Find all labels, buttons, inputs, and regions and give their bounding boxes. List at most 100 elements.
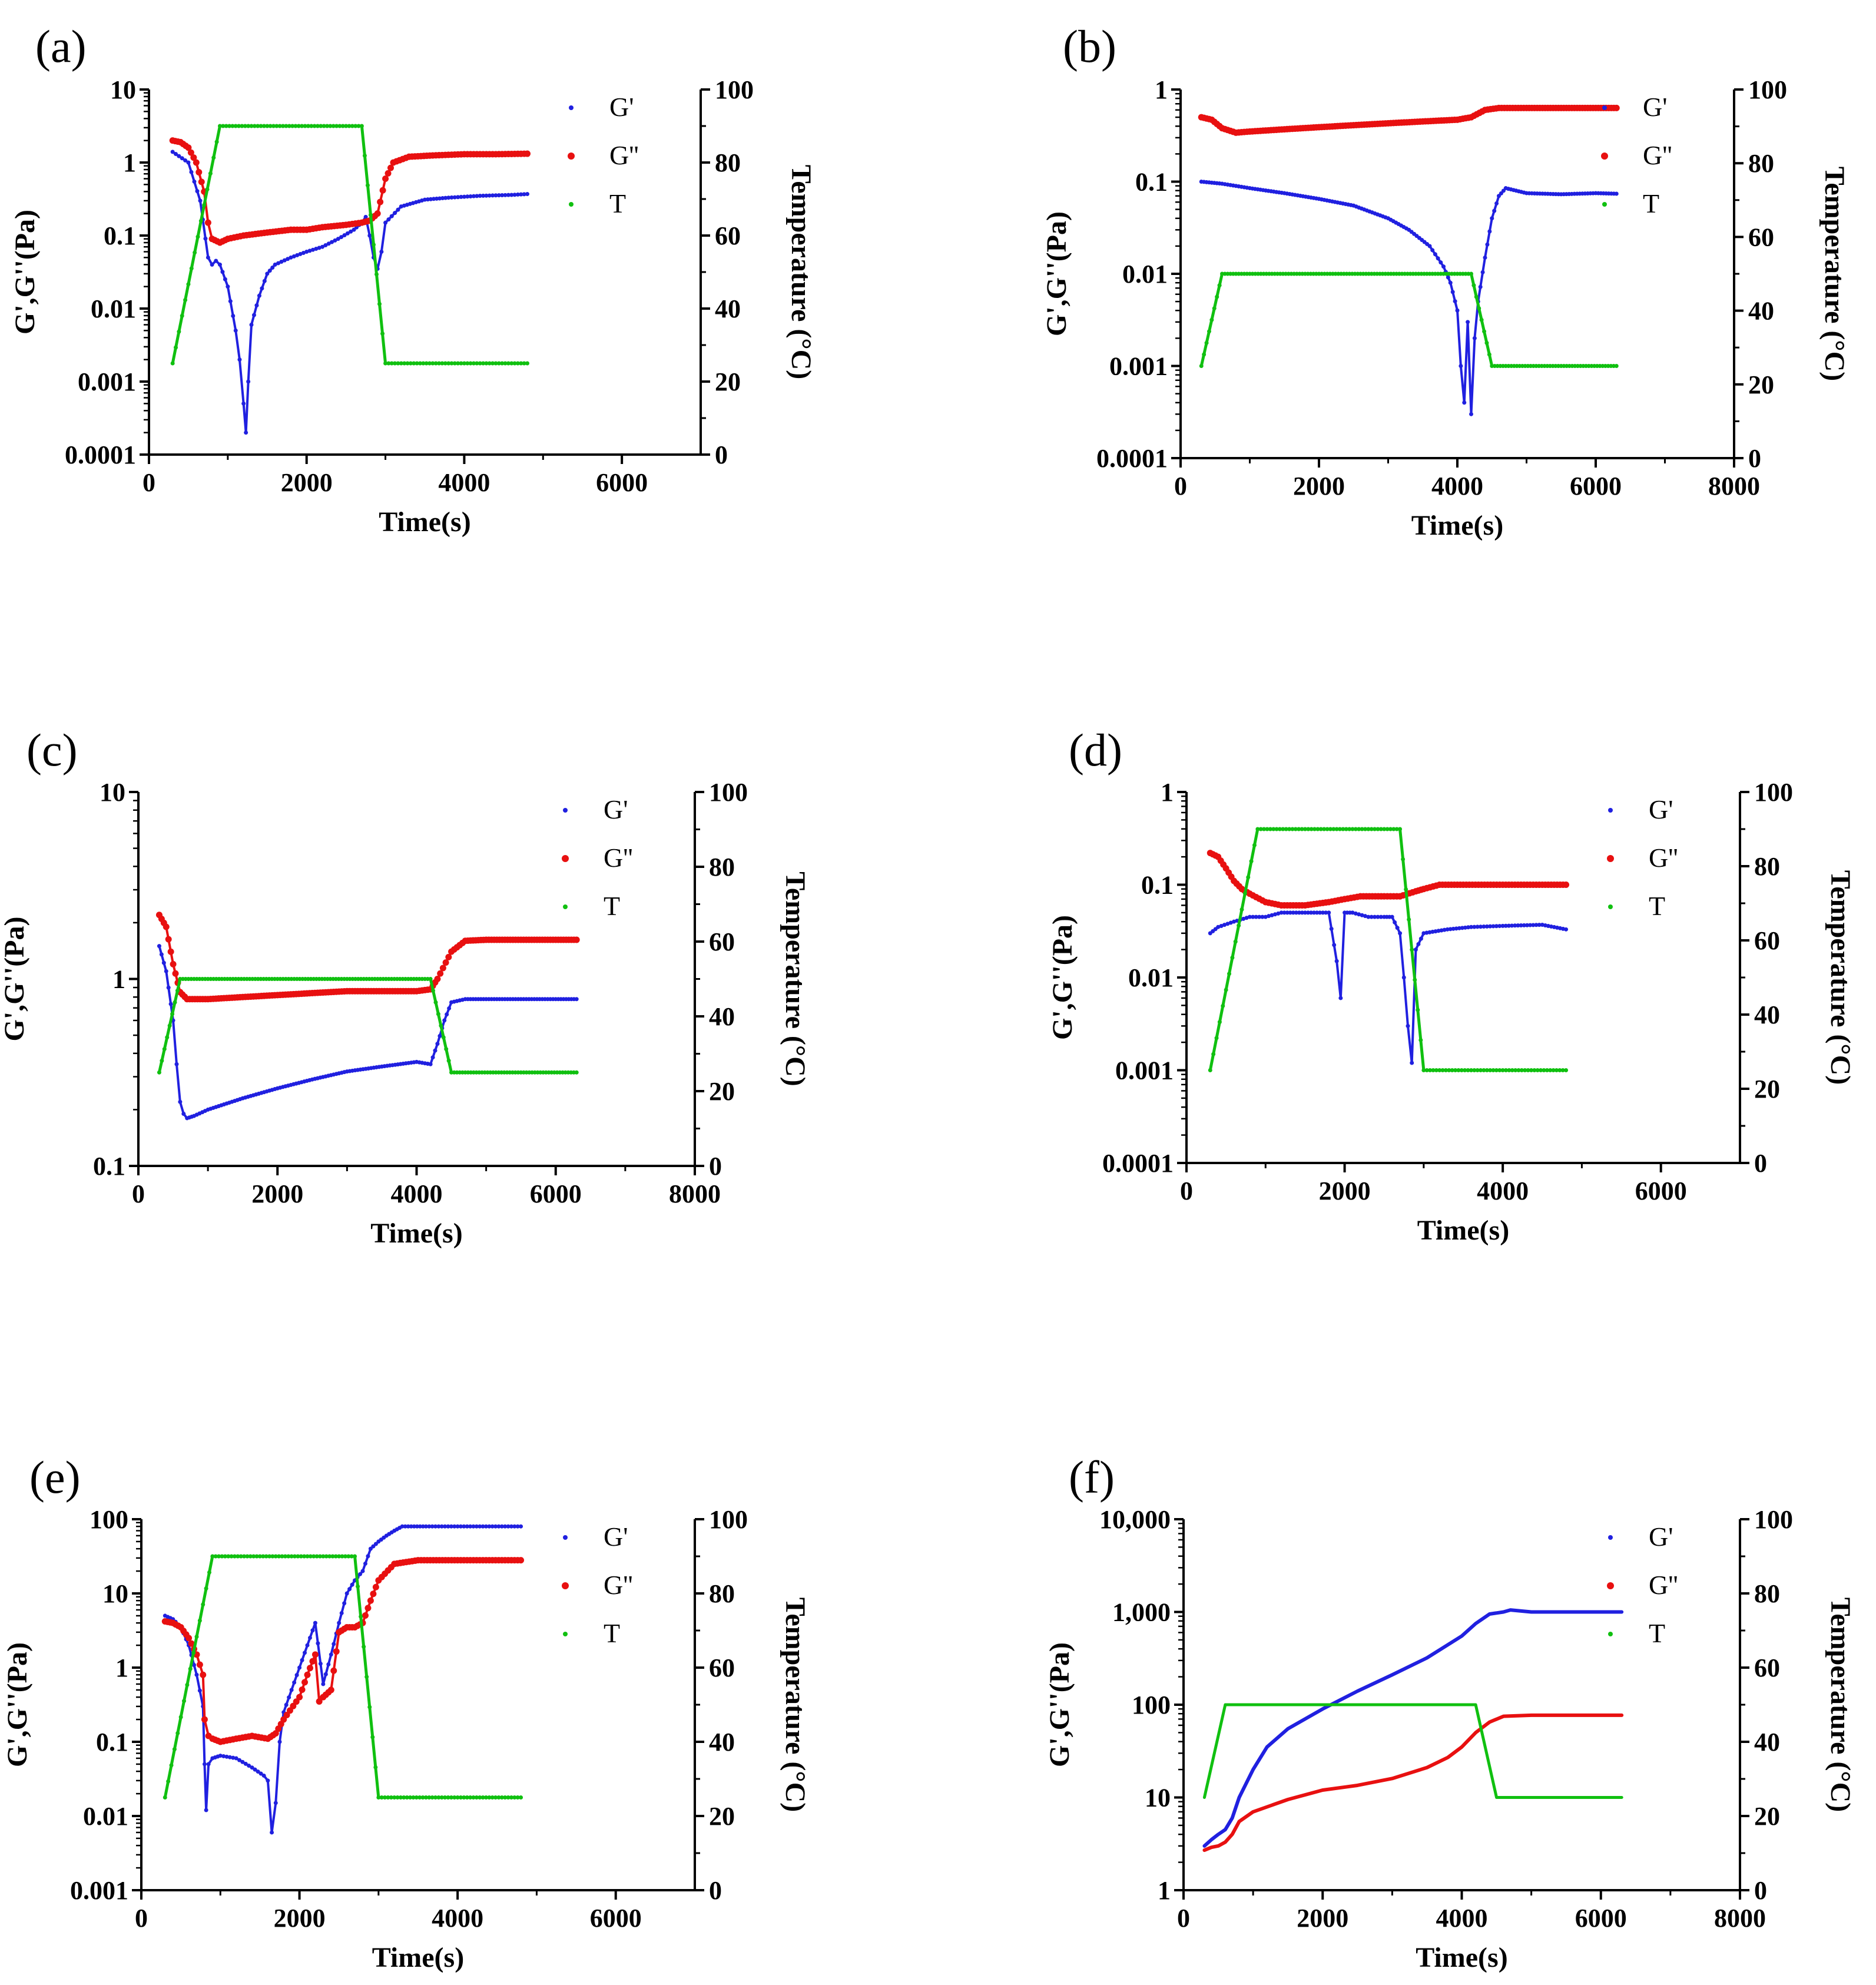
series-gp-point (189, 170, 194, 174)
series-gp-point (428, 1062, 433, 1066)
series-t-point (433, 361, 438, 366)
series-t-point (1287, 827, 1292, 831)
series-t-point (1350, 827, 1355, 831)
series-gp-point (1494, 924, 1499, 929)
series-t-point (1293, 827, 1298, 831)
series-t-point (376, 1795, 381, 1800)
series-t-point (356, 124, 361, 128)
series-t-point (245, 1554, 250, 1559)
y-tick-label: 10 (1145, 1784, 1171, 1812)
y2-tick-label: 20 (715, 367, 741, 396)
series-gp-point (471, 194, 476, 198)
x-tick-label: 8000 (669, 1179, 721, 1208)
series-t-point (1318, 827, 1323, 831)
series-gpp-point (198, 178, 205, 185)
series-gp-point (459, 1524, 463, 1529)
legend-marker (1607, 855, 1614, 862)
series-t-point (405, 361, 410, 366)
series-t-point (1271, 827, 1276, 831)
series-gp-point (223, 277, 227, 281)
series-t-point (344, 124, 349, 128)
series-t-point (1312, 827, 1317, 831)
series-t-point (1255, 827, 1260, 831)
series-t-point (271, 124, 276, 128)
series-t-point (446, 1058, 451, 1063)
series-t-point (574, 1070, 579, 1075)
series-t-point (205, 187, 210, 191)
series-gp-point (166, 985, 171, 990)
series-gp-point (503, 193, 508, 197)
series-t-point (305, 1554, 310, 1559)
series-gpp-point (445, 953, 452, 960)
series-t-point (1450, 1068, 1454, 1072)
series-gp-point (455, 1524, 460, 1529)
series-gp-point (440, 196, 445, 201)
series-gp-point (409, 1524, 413, 1529)
series-t-point (1375, 827, 1380, 831)
series-gpp-point (382, 175, 389, 183)
series-t-point (449, 1795, 453, 1800)
series-gp-point (1332, 943, 1337, 947)
series-gp-point (1318, 910, 1323, 915)
legend-label: G' (604, 794, 628, 824)
y-tick-label: 100 (1132, 1691, 1171, 1719)
series-gp-point (1537, 923, 1542, 927)
series-t-point (1510, 1068, 1514, 1072)
series-gp-point (1479, 924, 1483, 929)
series-gp-point (478, 1524, 482, 1529)
x-tick-label: 2000 (251, 1179, 303, 1208)
series-gp-point (1398, 931, 1403, 936)
series-gp-point (320, 244, 324, 249)
series-gp-point (1516, 923, 1520, 928)
series-gp-point (314, 247, 319, 251)
series-t-point (233, 124, 238, 128)
legend-label: G' (1649, 794, 1673, 824)
x-axis-title: Time(s) (372, 1942, 464, 1973)
series-gp-point (174, 152, 178, 157)
y-tick-label: 10 (100, 778, 125, 807)
series-gpp-point (201, 1716, 208, 1723)
y2-tick-label: 40 (715, 294, 741, 323)
series-t-point (1488, 1068, 1493, 1072)
series-gp-point (206, 1762, 211, 1767)
series-t-point (1284, 827, 1288, 831)
series-gp-point (462, 194, 466, 199)
series-t-point (417, 1795, 422, 1800)
series-t-point (1418, 1038, 1423, 1042)
series-gp-point (503, 1524, 508, 1529)
series-t-point (308, 1554, 313, 1559)
series-gpp-point (374, 210, 381, 217)
series-gp-point (515, 192, 520, 197)
series-t-point (478, 361, 482, 366)
series-t-point (1252, 843, 1257, 847)
y-tick-label: 10 (102, 1579, 128, 1608)
series-gp-point (1315, 910, 1320, 915)
series-gp-point (1395, 926, 1400, 930)
series-gp-point (347, 1587, 352, 1592)
series-gpp-point (290, 1702, 297, 1709)
series-t-point (169, 1763, 174, 1768)
series-gp-point (1312, 910, 1317, 915)
x-tick-label: 6000 (1570, 472, 1622, 501)
series-gp-point (366, 1554, 370, 1559)
series-t-point (446, 361, 451, 366)
series-t-point (1443, 1068, 1448, 1072)
series-gp-point (443, 195, 448, 200)
series-gp-point (433, 1048, 437, 1053)
series-gp-point (273, 262, 277, 267)
series-t-point (1479, 317, 1484, 322)
series-gp-point (515, 1524, 520, 1529)
series-gp-point (412, 1524, 416, 1529)
series-gp-point (240, 1759, 245, 1764)
series-gp-point (493, 193, 498, 198)
series-gp-point (406, 1524, 410, 1529)
series-t-point (229, 1554, 234, 1559)
series-gp-point (400, 1524, 405, 1529)
series-t-point (1207, 329, 1211, 334)
series-gp-point (333, 238, 337, 243)
series-gp-point (449, 1524, 453, 1529)
series-t-point (186, 282, 191, 287)
series-gp-point (1478, 284, 1483, 289)
series-t-point (1472, 1068, 1477, 1072)
